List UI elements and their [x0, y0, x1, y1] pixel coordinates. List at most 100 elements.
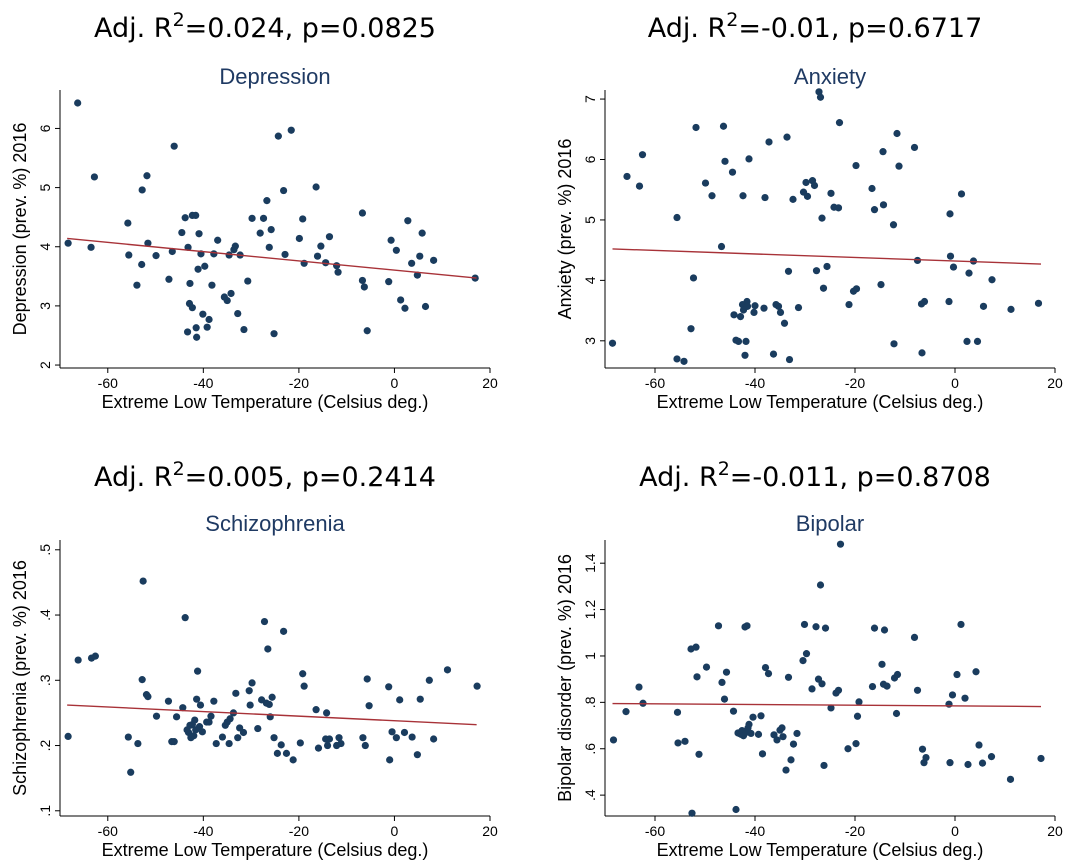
chart-title: Depression [219, 64, 330, 89]
data-point [416, 252, 424, 260]
data-point [803, 192, 812, 200]
data-point [256, 229, 264, 237]
data-point [910, 633, 919, 642]
data-point [192, 324, 200, 332]
stat-values: =0.005, p=0.2414 [185, 462, 436, 493]
stat-superscript: 2 [726, 9, 738, 31]
data-point [820, 761, 828, 770]
data-point [168, 247, 176, 256]
data-point [978, 759, 987, 767]
y-tick-label: 3 [37, 302, 53, 310]
data-point [749, 713, 757, 721]
data-point [397, 296, 405, 304]
data-point [635, 683, 643, 691]
data-point [473, 682, 481, 690]
data-point [1006, 775, 1015, 783]
data-point [205, 718, 213, 726]
regression-stat-line: Adj. R2=0.024, p=0.0825 [94, 9, 436, 44]
data-point [231, 242, 239, 250]
data-point [263, 197, 271, 205]
data-point [170, 738, 178, 746]
data-point [248, 214, 256, 222]
data-point [183, 328, 192, 336]
data-point [717, 242, 726, 251]
y-tick-label: 1.2 [582, 600, 598, 620]
data-point [816, 93, 825, 101]
data-point [708, 192, 716, 200]
x-axis-label: Extreme Low Temperature (Celsius deg.) [102, 392, 429, 412]
data-point [385, 683, 393, 691]
data-point [133, 281, 141, 289]
data-point [949, 263, 958, 271]
data-point [818, 214, 826, 222]
data-point [223, 296, 231, 305]
data-point [359, 734, 367, 742]
x-axis-label: Extreme Low Temperature (Celsius deg.) [657, 392, 984, 412]
data-point [783, 133, 791, 141]
data-point [815, 88, 823, 96]
stat-values: =0.024, p=0.0825 [185, 13, 436, 44]
data-point [889, 221, 898, 229]
data-point [124, 219, 132, 227]
data-point [757, 712, 765, 720]
data-point [719, 122, 728, 130]
data-point [945, 700, 953, 708]
data-point [170, 142, 178, 150]
x-tick-label: 20 [1047, 375, 1063, 391]
data-point [91, 652, 99, 660]
data-point [323, 741, 332, 750]
data-point [312, 183, 320, 191]
data-point [692, 643, 700, 651]
data-point [827, 704, 835, 712]
data-point [988, 276, 996, 284]
data-point [392, 246, 400, 254]
data-point [918, 349, 926, 357]
x-tick-label: 0 [391, 823, 399, 839]
data-point [761, 663, 770, 672]
data-point [695, 750, 703, 758]
stat-superscript: 2 [173, 9, 185, 31]
data-point [124, 733, 132, 741]
data-point [800, 620, 809, 629]
data-point [239, 728, 248, 737]
data-point [608, 339, 617, 347]
stat-values: =-0.011, p=0.8708 [730, 462, 991, 493]
data-point [1034, 299, 1043, 307]
data-point [401, 304, 409, 312]
data-point [392, 734, 400, 742]
data-point [186, 279, 194, 288]
data-point [879, 201, 888, 209]
data-point [268, 693, 276, 701]
x-tick-label: 20 [482, 375, 498, 391]
data-point [836, 540, 845, 548]
data-point [172, 713, 181, 721]
data-point [280, 186, 288, 195]
x-tick-label: 20 [482, 823, 498, 839]
data-point [138, 260, 146, 269]
data-point [718, 678, 726, 687]
data-point [299, 215, 307, 223]
data-point [963, 337, 971, 346]
data-point [870, 206, 879, 214]
data-point [277, 741, 285, 749]
data-point [282, 749, 291, 757]
y-tick-label: 7 [582, 95, 598, 103]
data-point [270, 734, 278, 742]
data-point [404, 217, 412, 225]
data-point [913, 256, 922, 265]
chart-title: Anxiety [794, 64, 866, 89]
data-point [945, 297, 953, 306]
y-tick-label: 1 [582, 652, 598, 660]
data-point [758, 750, 767, 758]
data-point [365, 702, 373, 710]
data-point [234, 309, 242, 318]
x-tick-label: 0 [951, 375, 959, 391]
data-point [692, 123, 700, 132]
data-point [198, 728, 206, 736]
data-point [139, 577, 147, 585]
data-point [245, 687, 253, 695]
data-point [802, 650, 811, 658]
data-point [178, 228, 186, 237]
data-point [793, 729, 801, 738]
data-point [388, 728, 396, 736]
